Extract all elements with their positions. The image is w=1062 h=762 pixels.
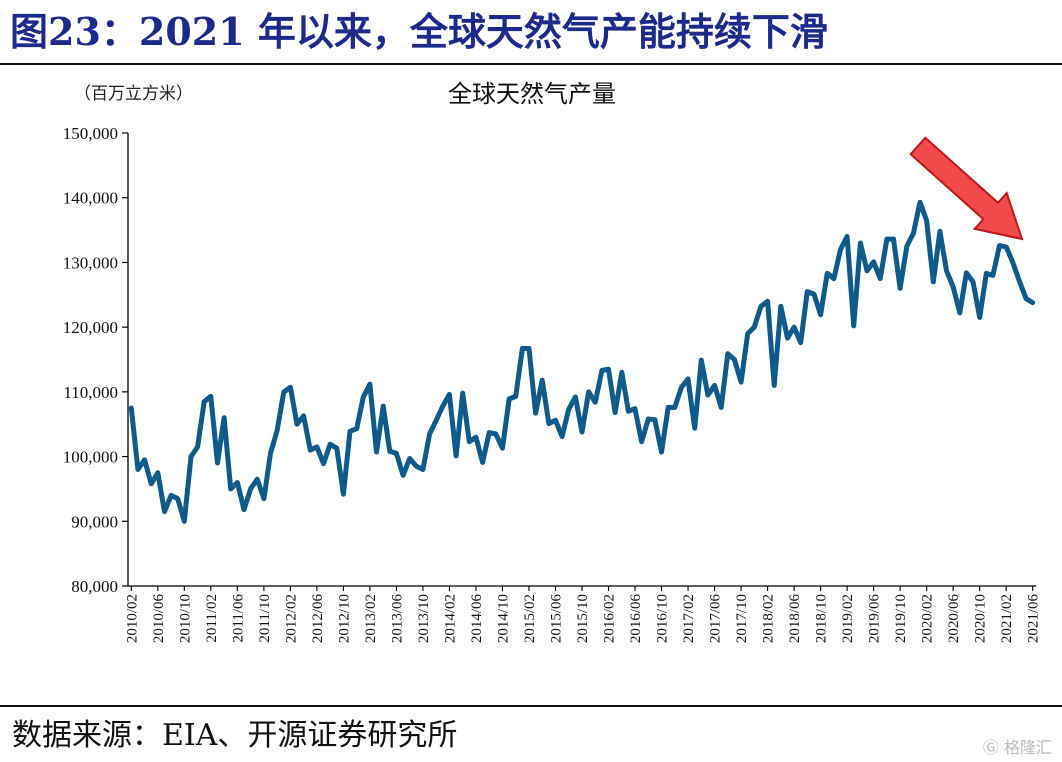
x-tick-label: 2014/02 xyxy=(442,594,458,643)
x-tick-label: 2015/06 xyxy=(548,594,564,644)
watermark: Ⓖ 格隆汇 xyxy=(983,734,1052,758)
x-tick-label: 2016/02 xyxy=(602,594,618,643)
x-tick-label: 2013/06 xyxy=(389,594,405,644)
x-tick-label: 2011/02 xyxy=(204,594,220,643)
chart-title: 全球天然气产量 xyxy=(448,80,616,108)
y-axis: 80,000 90,000 100,000 110,000 120,000 130,000… xyxy=(63,124,129,596)
y-tick-label: 90,000 xyxy=(71,512,118,531)
y-tick-label: 100,000 xyxy=(63,448,118,467)
x-tick-label: 2019/02 xyxy=(840,594,856,643)
y-tick-label: 80,000 xyxy=(71,577,118,596)
x-tick-label: 2014/06 xyxy=(469,594,485,644)
x-tick-label: 2010/06 xyxy=(151,594,167,644)
y-tick-label: 130,000 xyxy=(63,253,118,272)
x-axis: 2010/02 2010/06 2010/10 2011/02 2011/06 2011/… xyxy=(124,585,1042,644)
x-tick-label: 2011/10 xyxy=(257,594,273,643)
x-tick-label: 2011/06 xyxy=(230,594,246,643)
x-tick-label: 2010/02 xyxy=(124,594,140,643)
line-chart: （百万立方米） 全球天然气产量 80,000 90,000 100,000 110,0… xyxy=(63,80,1042,644)
x-tick-label: 2021/02 xyxy=(999,594,1015,643)
bottom-rule xyxy=(0,705,1062,707)
x-tick-label: 2013/02 xyxy=(363,594,379,643)
x-tick-label: 2013/10 xyxy=(416,594,432,643)
x-tick-label: 2017/10 xyxy=(734,594,750,643)
x-tick-label: 2015/10 xyxy=(575,594,591,643)
x-tick-label: 2020/10 xyxy=(973,594,989,643)
y-tick-label: 140,000 xyxy=(63,189,118,208)
x-tick-label: 2012/10 xyxy=(336,594,352,643)
x-tick-label: 2014/10 xyxy=(495,594,511,643)
x-tick-label: 2018/02 xyxy=(761,594,777,643)
source-note: 数据来源：EIA、开源证券研究所 xyxy=(12,718,458,753)
figure-title: 图23：2021 年以来，全球天然气产能持续下滑 xyxy=(10,9,828,54)
x-tick-label: 2012/02 xyxy=(283,594,299,643)
x-tick-label: 2016/10 xyxy=(655,594,671,643)
x-tick-label: 2018/06 xyxy=(787,594,803,644)
x-tick-label: 2019/06 xyxy=(867,594,883,644)
watermark-icon: Ⓖ xyxy=(982,738,999,757)
series-layer xyxy=(128,199,1036,524)
x-tick-label: 2020/06 xyxy=(946,594,962,644)
x-tick-label: 2015/02 xyxy=(522,594,538,643)
x-tick-label: 2018/10 xyxy=(814,594,830,643)
decline-arrow-icon xyxy=(909,136,1024,241)
x-tick-label: 2020/02 xyxy=(920,594,936,643)
y-tick-label: 150,000 xyxy=(63,124,118,143)
y-tick-label: 110,000 xyxy=(63,383,118,402)
unit-label: （百万立方米） xyxy=(74,84,193,104)
x-tick-label: 2010/10 xyxy=(177,594,193,643)
top-rule xyxy=(0,63,1062,65)
x-tick-label: 2017/02 xyxy=(681,594,697,643)
annotation-layer xyxy=(909,136,1024,241)
watermark-text: 格隆汇 xyxy=(1003,738,1052,757)
y-tick-label: 120,000 xyxy=(63,318,118,337)
x-tick-label: 2012/06 xyxy=(310,594,326,644)
series-line xyxy=(128,199,1036,524)
x-tick-label: 2019/10 xyxy=(893,594,909,643)
x-tick-label: 2017/06 xyxy=(708,594,724,644)
x-tick-label: 2016/06 xyxy=(628,594,644,644)
x-tick-label: 2021/06 xyxy=(1026,594,1042,644)
